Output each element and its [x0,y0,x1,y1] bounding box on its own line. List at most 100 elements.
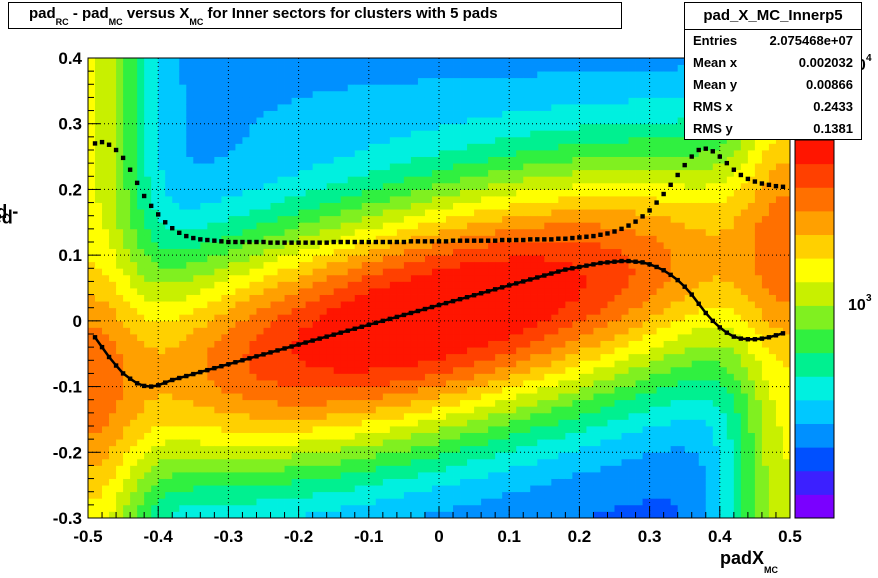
heatmap-bin [544,380,552,387]
heatmap-bin [179,222,187,230]
heatmap-bin [368,209,377,217]
heatmap-bin [502,366,510,374]
heatmap-bin [228,215,236,223]
heatmap-bin [333,64,342,72]
heatmap-bin [551,511,559,519]
heatmap-bin [130,314,138,322]
heatmap-bin [242,255,250,263]
heatmap-bin [424,84,433,92]
heatmap-bin [249,373,257,381]
heatmap-bin [109,347,117,355]
heatmap-bin [467,64,475,72]
heatmap-bin [347,176,356,184]
heatmap-bin [95,281,103,289]
heatmap-bin [530,196,538,203]
heatmap-bin [144,320,152,328]
heatmap-bin [389,248,398,256]
heatmap-bin [305,176,314,184]
heatmap-bin [375,97,384,105]
heatmap-bin [424,327,433,335]
heatmap-bin [439,340,447,348]
heatmap-bin [249,386,257,394]
heatmap-bin [368,366,377,374]
heatmap-bin [516,228,524,236]
heatmap-bin [439,97,447,105]
heatmap-bin [102,406,110,414]
heatmap-bin [298,288,307,295]
heatmap-bin [95,458,103,466]
heatmap-bin [256,432,264,440]
heatmap-bin [88,511,96,519]
heatmap-bin [403,472,412,479]
heatmap-bin [207,465,215,473]
heatmap-bin [403,412,412,420]
heatmap-bin [312,242,321,249]
heatmap-bin [551,288,559,295]
heatmap-bin [340,123,349,131]
heatmap-bin [446,498,454,506]
heatmap-bin [333,130,342,138]
heatmap-bin [488,307,496,315]
heatmap-bin [165,412,173,420]
heatmap-bin [193,314,201,322]
heatmap-bin [509,189,517,197]
heatmap-bin [467,366,475,374]
heatmap-bin [410,320,419,328]
heatmap-bin [326,136,335,144]
heatmap-bin [453,104,461,111]
heatmap-bin [523,163,531,171]
heatmap-bin [453,393,461,401]
heatmap-bin [396,268,405,276]
heatmap-bin [340,77,349,85]
heatmap-bin [165,301,173,309]
heatmap-bin [460,419,468,427]
heatmap-bin [502,334,510,341]
heatmap-bin [495,248,503,256]
heatmap-bin [368,380,377,387]
heatmap-bin [109,439,117,447]
heatmap-bin [488,353,496,361]
heatmap-bin [509,307,517,315]
heatmap-bin [368,419,377,427]
heatmap-bin [417,261,426,269]
heatmap-bin [368,406,377,414]
heatmap-bin [200,320,208,328]
heatmap-bin [200,169,208,177]
heatmap-bin [291,445,299,453]
heatmap-bin [109,261,117,269]
heatmap-bin [235,288,243,295]
heatmap-bin [312,196,321,203]
heatmap-bin [586,386,594,394]
heatmap-bin [523,90,531,98]
heatmap-bin [305,465,314,473]
heatmap-bin [221,71,229,79]
heatmap-bin [579,58,587,65]
heatmap-bin [368,84,377,92]
heatmap-bin [509,478,517,486]
heatmap-bin [403,360,412,368]
heatmap-bin [116,307,124,315]
heatmap-bin [467,156,475,164]
heatmap-bin [270,380,278,387]
heatmap-bin [417,163,426,171]
heatmap-bin [558,511,566,519]
heatmap-bin [523,373,531,381]
heatmap-bin [333,360,342,368]
heatmap-bin [263,242,271,249]
heatmap-bin [221,294,229,302]
heatmap-bin [446,268,454,276]
heatmap-bin [431,399,440,407]
heatmap-bin [298,104,307,111]
heatmap-bin [200,491,208,499]
heatmap-bin [179,301,187,309]
heatmap-bin [579,288,587,295]
heatmap-bin [558,301,566,309]
heatmap-bin [467,215,475,223]
heatmap-bin [530,163,538,171]
heatmap-bin [467,176,475,184]
heatmap-bin [214,386,222,394]
heatmap-bin [123,491,131,499]
heatmap-bin [102,281,110,289]
heatmap-bin [368,242,377,249]
heatmap-bin [558,58,566,65]
